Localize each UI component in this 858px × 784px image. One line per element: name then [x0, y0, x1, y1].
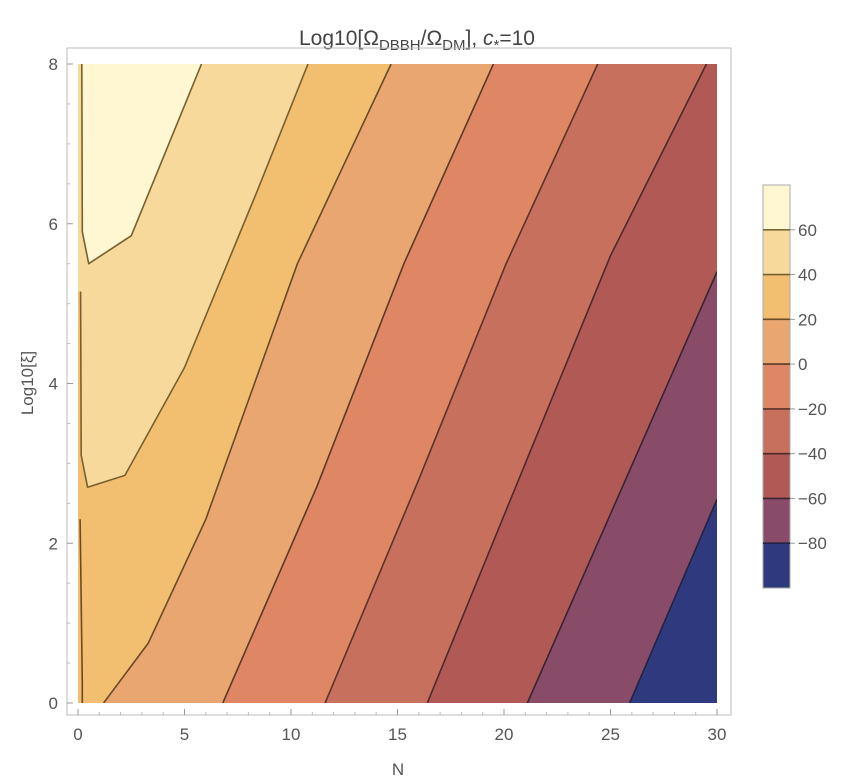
colorbar-swatch — [763, 453, 790, 499]
contour-line-20-8 — [79, 519, 84, 703]
x-tick-label: 5 — [180, 725, 189, 744]
y-tick-label: 6 — [49, 215, 58, 234]
y-tick-label: 2 — [49, 534, 58, 553]
colorbar-tick-label: 40 — [798, 266, 817, 285]
plot-area — [78, 64, 717, 703]
colorbar-tick-label: −80 — [798, 534, 827, 553]
colorbar-swatch — [763, 498, 790, 544]
colorbar-swatch — [763, 408, 790, 454]
y-tick-label: 0 — [49, 694, 58, 713]
x-tick-label: 10 — [282, 725, 301, 744]
x-tick-label: 15 — [388, 725, 407, 744]
colorbar-swatch — [763, 229, 790, 275]
x-tick-label: 0 — [73, 725, 82, 744]
colorbar-legend: 60 40 20 0 −20 −40 −60 −80 — [762, 184, 827, 589]
colorbar-tick-label: −60 — [798, 489, 827, 508]
contour-line-0-4 — [222, 64, 495, 703]
colorbar-swatch — [763, 319, 790, 365]
contour-line--80-0 — [628, 498, 717, 703]
colorbar-tick-label: −40 — [798, 445, 827, 464]
colorbar-tick-label: 20 — [798, 310, 817, 329]
x-tick-label: 25 — [601, 725, 620, 744]
colorbar-tick-label: 60 — [798, 221, 817, 240]
contour-line-40-7 — [79, 64, 309, 489]
band-above-60 — [81, 64, 202, 264]
contour-line--40-2 — [426, 64, 708, 703]
contour-line-20-5 — [102, 64, 392, 703]
chart-title: Log10[ΩDBBH/ΩDM], c*=10 — [299, 27, 535, 54]
y-tick-label: 4 — [49, 375, 58, 394]
contour-line-40-6 — [81, 64, 203, 265]
y-axis-label: Log10[ξ] — [18, 351, 37, 415]
y-tick-label: 8 — [49, 55, 58, 74]
colorbar-tick-label: −20 — [798, 400, 827, 419]
contour-line--60-1 — [526, 271, 717, 703]
colorbar-tick-label: 0 — [798, 355, 807, 374]
colorbar-frame — [762, 184, 791, 589]
y-axis: 0 2 4 6 8 — [49, 55, 73, 713]
contour-line--20-3 — [324, 64, 599, 703]
x-axis: 0 5 10 15 20 25 30 — [73, 709, 726, 744]
x-tick-label: 30 — [708, 725, 727, 744]
x-tick-label: 20 — [495, 725, 514, 744]
x-axis-label: N — [392, 760, 404, 779]
colorbar-swatch — [763, 274, 790, 320]
plot-frame — [66, 47, 732, 716]
colorbar-swatch — [763, 364, 790, 409]
colorbar-swatch — [763, 185, 790, 230]
colorbar-swatch — [763, 543, 790, 588]
